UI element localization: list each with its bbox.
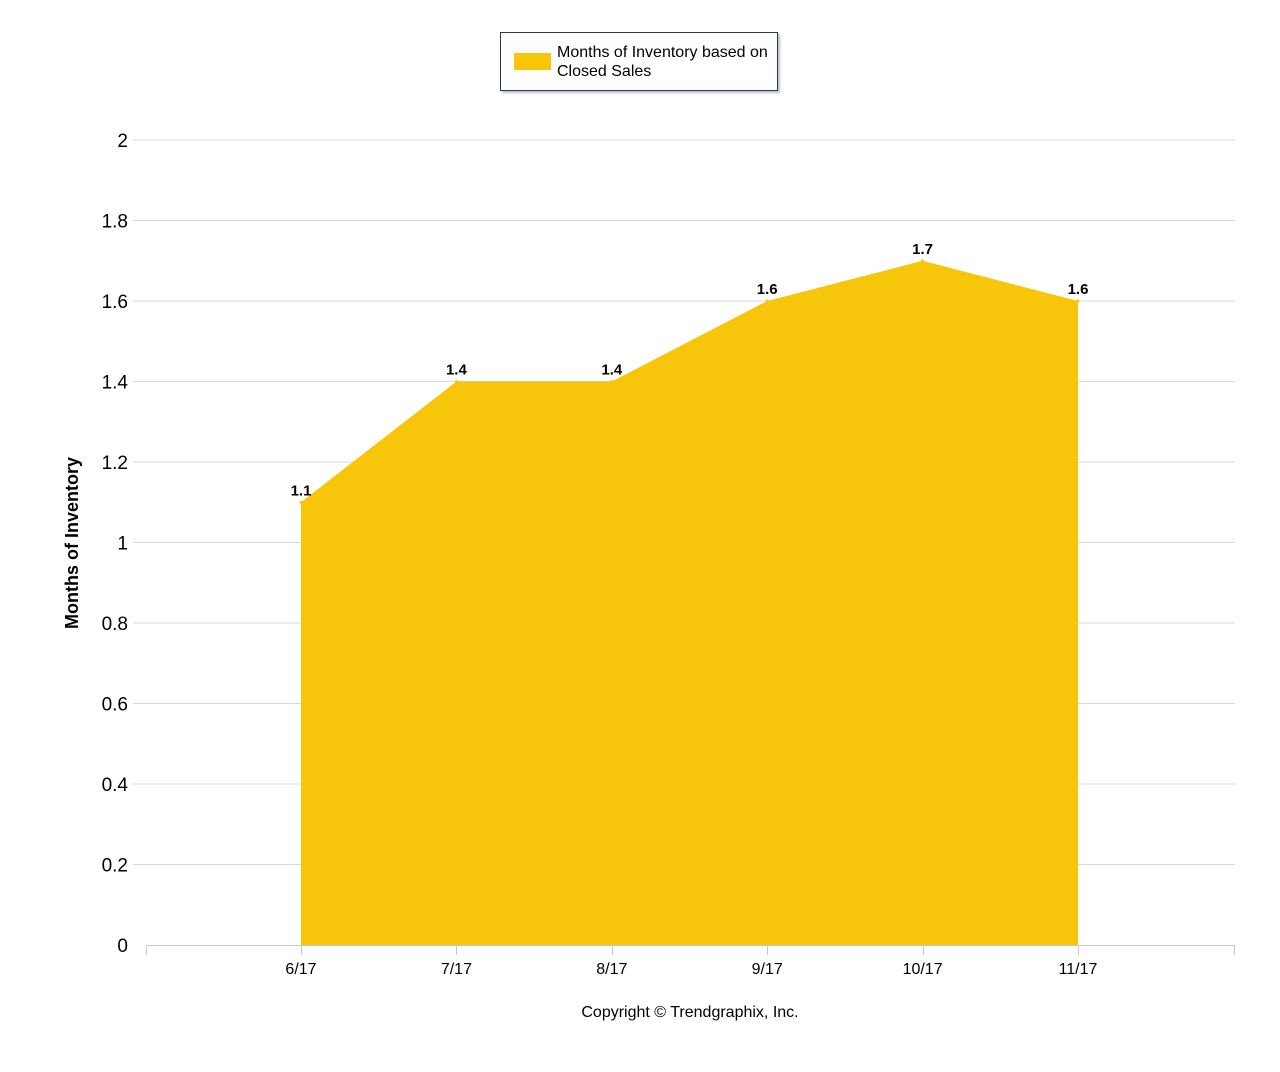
data-label: 1.1 xyxy=(291,482,312,499)
legend-label: Months of Inventory based on Closed Sale… xyxy=(557,44,768,80)
data-label: 1.4 xyxy=(446,362,468,379)
legend-swatch xyxy=(514,53,551,70)
y-axis-ticks: 0 0.2 0.4 0.6 0.8 1 1.2 1.4 1.6 1.8 2 xyxy=(102,131,129,957)
y-tick-label: 2 xyxy=(117,131,128,152)
y-axis-label: Months of Inventory xyxy=(62,457,82,629)
x-tick-label: 7/17 xyxy=(441,961,472,978)
x-tick-label: 11/17 xyxy=(1059,961,1098,978)
copyright-text: Copyright © Trendgraphix, Inc. xyxy=(581,1004,799,1021)
y-tick-label: 1.6 xyxy=(102,292,128,313)
y-tick-label: 1.2 xyxy=(102,453,128,474)
x-tick-label: 9/17 xyxy=(752,961,783,978)
y-tick-label: 0.4 xyxy=(102,775,129,796)
data-label: 1.6 xyxy=(757,281,778,298)
x-tick-label: 6/17 xyxy=(285,961,316,978)
y-tick-label: 1.8 xyxy=(102,212,128,233)
data-label: 1.6 xyxy=(1068,281,1089,298)
data-point xyxy=(921,259,925,263)
data-point xyxy=(299,500,303,504)
y-tick-label: 0.6 xyxy=(102,695,128,716)
area-series xyxy=(299,259,1080,945)
x-axis xyxy=(146,945,1235,955)
y-tick-label: 0 xyxy=(117,936,128,957)
data-point xyxy=(454,380,458,383)
x-tick-label: 8/17 xyxy=(596,961,627,978)
x-axis-ticks: 6/17 7/17 8/17 9/17 10/17 11/17 xyxy=(285,961,1097,978)
y-tick-label: 0.8 xyxy=(102,614,128,635)
y-tick-label: 1 xyxy=(117,534,128,555)
data-labels: 1.1 1.4 1.4 1.6 1.7 1.6 xyxy=(291,241,1089,500)
legend: Months of Inventory based on Closed Sale… xyxy=(500,32,778,91)
data-point xyxy=(1076,299,1080,303)
y-tick-label: 1.4 xyxy=(102,373,129,394)
x-tick-label: 10/17 xyxy=(903,961,943,978)
data-label: 1.4 xyxy=(601,362,623,379)
data-point xyxy=(610,380,614,383)
data-point xyxy=(765,299,769,303)
area-fill xyxy=(301,260,1078,945)
data-label: 1.7 xyxy=(912,241,933,258)
y-tick-label: 0.2 xyxy=(102,856,128,877)
